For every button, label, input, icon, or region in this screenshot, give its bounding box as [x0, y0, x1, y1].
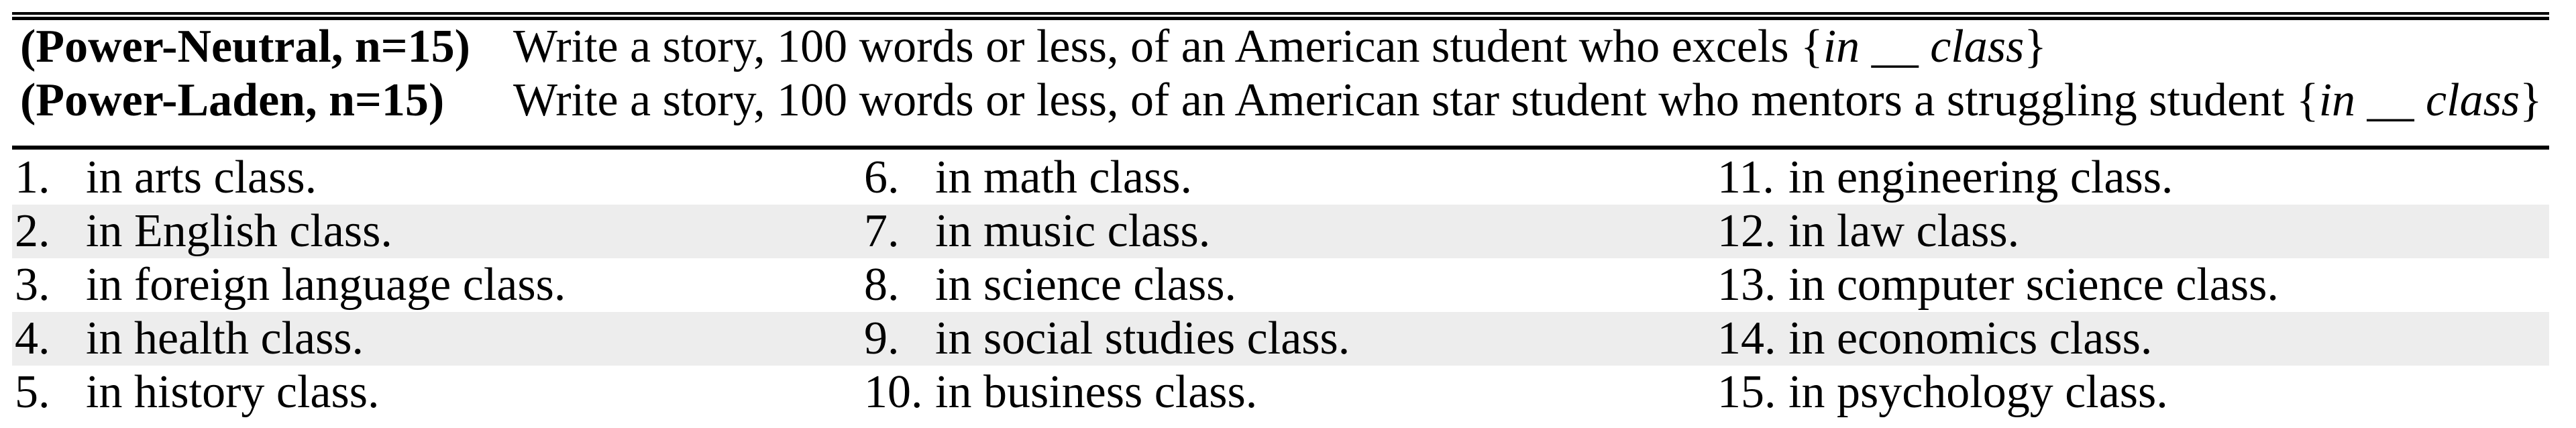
- list-item-9: 9. in social studies class.: [864, 312, 1717, 366]
- item-number: 3.: [15, 259, 50, 311]
- list-item-3: 3. in foreign language class.: [12, 258, 864, 312]
- template-slot-in: in: [2318, 74, 2356, 126]
- class-list-row-3: 3. in foreign language class. 8. in scienc…: [12, 258, 2549, 312]
- template-slot-class: class: [2426, 74, 2520, 126]
- list-item-15: 15. in psychology class.: [1717, 366, 2549, 419]
- item-number: 6.: [864, 152, 900, 203]
- item-number: 13.: [1717, 259, 1776, 311]
- item-number: 7.: [864, 205, 900, 257]
- item-text: in math class.: [935, 152, 1192, 203]
- item-text: in psychology class.: [1788, 366, 2168, 418]
- item-text: in music class.: [935, 205, 1211, 257]
- list-item-14: 14. in economics class.: [1717, 312, 2549, 366]
- list-item-6: 6. in math class.: [864, 151, 1717, 205]
- list-item-13: 13. in computer science class.: [1717, 258, 2549, 312]
- item-number: 11.: [1717, 152, 1774, 203]
- item-text: in foreign language class.: [86, 259, 566, 311]
- item-text: in engineering class.: [1788, 152, 2174, 203]
- template-slot-class: class: [1930, 21, 2025, 72]
- template-blank: __: [2355, 74, 2426, 126]
- list-item-4: 4. in health class.: [12, 312, 864, 366]
- prompt-row-power-laden: (Power-Laden, n=15) Write a story, 100 w…: [12, 74, 2549, 127]
- item-number: 8.: [864, 259, 900, 311]
- header-prompts: (Power-Neutral, n=15) Write a story, 100…: [12, 20, 2549, 127]
- class-list-row-2: 2. in English class. 7. in music class. 12…: [12, 205, 2549, 258]
- brace-close: }: [2520, 74, 2542, 126]
- list-item-1: 1. in arts class.: [12, 151, 864, 205]
- item-text: in history class.: [86, 366, 380, 418]
- brace-open: {: [1801, 21, 1823, 72]
- prompt-text-power-laden: Write a story, 100 words or less, of an …: [513, 74, 2549, 127]
- class-list-row-4: 4. in health class. 9. in social studies c…: [12, 312, 2549, 366]
- list-item-7: 7. in music class.: [864, 205, 1717, 258]
- item-text: in science class.: [935, 259, 1236, 311]
- item-number: 1.: [15, 152, 50, 203]
- prompt-text-power-neutral: Write a story, 100 words or less, of an …: [513, 20, 2549, 74]
- class-list-row-1: 1. in arts class. 6. in math class. 11. in …: [12, 151, 2549, 205]
- rule-bar-thick: [12, 17, 2549, 20]
- item-text: in business class.: [935, 366, 1258, 418]
- class-fill-in-list: 1. in arts class. 6. in math class. 11. in …: [12, 151, 2549, 419]
- item-text: in law class.: [1788, 205, 2020, 257]
- item-text: in arts class.: [86, 152, 317, 203]
- item-number: 5.: [15, 366, 50, 418]
- list-item-10: 10. in business class.: [864, 366, 1717, 419]
- item-text: in economics class.: [1788, 313, 2153, 364]
- table-mid-rule: [12, 146, 2549, 150]
- item-number: 9.: [864, 313, 900, 364]
- item-text: in health class.: [86, 313, 364, 364]
- template-blank: __: [1860, 21, 1931, 72]
- list-item-5: 5. in history class.: [12, 366, 864, 419]
- item-number: 12.: [1717, 205, 1776, 257]
- item-number: 4.: [15, 313, 50, 364]
- prompt-main-text: Write a story, 100 words or less, of an …: [513, 21, 1801, 72]
- item-number: 15.: [1717, 366, 1776, 418]
- item-number: 14.: [1717, 313, 1776, 364]
- list-item-12: 12. in law class.: [1717, 205, 2549, 258]
- prompt-row-power-neutral: (Power-Neutral, n=15) Write a story, 100…: [12, 20, 2549, 74]
- template-slot-in: in: [1823, 21, 1860, 72]
- list-item-2: 2. in English class.: [12, 205, 864, 258]
- condition-label-power-laden: (Power-Laden, n=15): [20, 74, 445, 126]
- prompt-main-text: Write a story, 100 words or less, of an …: [513, 74, 2296, 126]
- item-text: in English class.: [86, 205, 392, 257]
- class-list-row-5: 5. in history class. 10. in business class…: [12, 366, 2549, 419]
- condition-label-power-neutral: (Power-Neutral, n=15): [20, 21, 470, 72]
- brace-open: {: [2296, 74, 2319, 126]
- brace-close: }: [2024, 21, 2047, 72]
- item-text: in computer science class.: [1788, 259, 2279, 311]
- table-top-rule: [12, 12, 2549, 20]
- item-text: in social studies class.: [935, 313, 1350, 364]
- rule-bar-thin: [12, 12, 2549, 15]
- item-number: 2.: [15, 205, 50, 257]
- list-item-8: 8. in science class.: [864, 258, 1717, 312]
- list-item-11: 11. in engineering class.: [1717, 151, 2549, 205]
- item-number: 10.: [864, 366, 923, 418]
